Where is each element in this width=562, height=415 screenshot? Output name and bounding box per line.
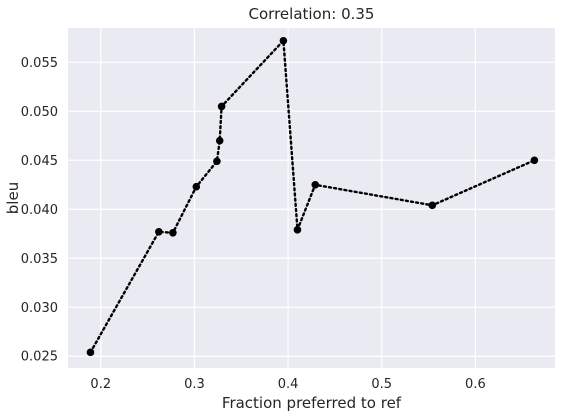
y-axis-label: bleu — [4, 182, 22, 214]
y-tick-label: 0.055 — [21, 56, 58, 71]
series-layer — [86, 36, 539, 357]
y-tick-label: 0.030 — [21, 301, 58, 316]
x-tick-label: 0.4 — [278, 377, 299, 392]
x-tick-label: 0.2 — [90, 377, 111, 392]
x-tick-label: 0.6 — [465, 377, 486, 392]
y-tick-label: 0.050 — [21, 105, 58, 120]
data-point — [192, 182, 201, 191]
plot-background — [68, 28, 555, 368]
y-tick-label: 0.035 — [21, 252, 58, 267]
data-point — [293, 226, 302, 234]
y-tick-label: 0.025 — [21, 350, 58, 365]
data-point — [311, 180, 320, 189]
data-point — [86, 348, 95, 357]
x-tick-label: 0.5 — [371, 377, 392, 392]
y-tick-labels: 0.025 0.030 0.035 0.040 0.045 0.050 0.055 — [21, 56, 58, 365]
data-point — [279, 36, 288, 45]
data-point — [155, 228, 163, 236]
chart-title: Correlation: 0.35 — [249, 5, 375, 23]
data-point — [169, 228, 177, 237]
data-point — [217, 102, 226, 111]
x-axis-label: Fraction preferred to ref — [222, 394, 402, 412]
y-tick-label: 0.040 — [21, 203, 58, 218]
x-tick-label: 0.3 — [184, 377, 205, 392]
data-point — [428, 201, 437, 210]
grid-lines — [68, 28, 555, 368]
y-tick-label: 0.045 — [21, 154, 58, 169]
data-point — [215, 136, 224, 145]
data-point — [213, 157, 221, 166]
data-point — [530, 156, 539, 165]
x-tick-labels: 0.2 0.3 0.4 0.5 0.6 — [90, 377, 485, 392]
